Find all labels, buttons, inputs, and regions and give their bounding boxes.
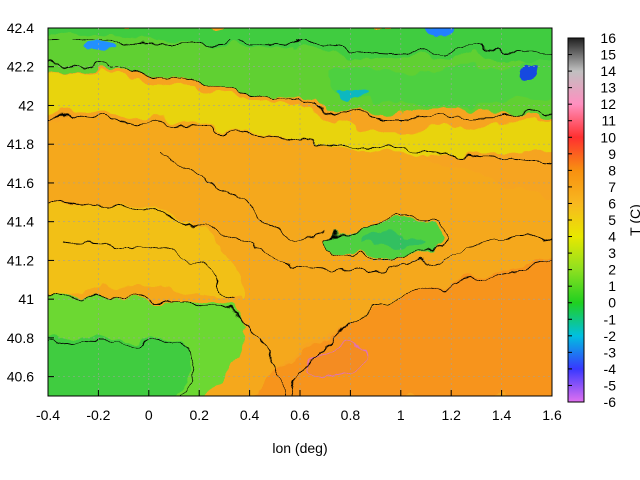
colorbar-tick-label: -5 (604, 377, 617, 393)
x-tick-label: 1.2 (441, 407, 461, 423)
x-tick-label: 0.8 (341, 407, 361, 423)
x-axis-ticks: -0.4 -0.2 0 0.2 0.4 0.6 0.8 1 1.2 1.4 1.6 (36, 390, 562, 423)
x-tick-label: 1 (397, 407, 405, 423)
x-tick-label: 0.4 (240, 407, 260, 423)
colorbar-tick-label: 14 (600, 63, 616, 79)
y-tick-label: 42 (18, 97, 34, 113)
colorbar-tick-label: 9 (608, 146, 616, 162)
y-tick-label: 41.2 (7, 252, 34, 268)
y-tick-label: 41 (18, 291, 34, 307)
colorbar-tick-label: 4 (608, 229, 616, 245)
y-tick-label: 40.8 (7, 330, 34, 346)
colorbar-tick-label: 6 (608, 195, 616, 211)
y-tick-label: 40.6 (7, 369, 34, 385)
y-tick-label: 42.2 (7, 59, 34, 75)
colorbar-tick-label: 0 (608, 295, 616, 311)
grid-lines (48, 28, 552, 396)
y-tick-label: 41.4 (7, 214, 34, 230)
x-tick-label: -0.4 (36, 407, 60, 423)
colorbar-tick-label: 10 (600, 129, 616, 145)
y-tick-label: 41.6 (7, 175, 34, 191)
x-tick-label: 1.4 (492, 407, 512, 423)
colorbar-tick-label: 1 (608, 278, 616, 294)
colorbar-label: T (C) (627, 204, 640, 236)
temperature-field (48, 28, 552, 396)
colorbar-tick-label: -6 (604, 394, 617, 410)
colorbar-tick-label: 3 (608, 245, 616, 261)
x-tick-label: -0.2 (86, 407, 110, 423)
colorbar-tick-label: 2 (608, 262, 616, 278)
x-axis-label: lon (deg) (272, 440, 327, 456)
colorbar-tick-label: 7 (608, 179, 616, 195)
colorbar-tick-label: 13 (600, 80, 616, 96)
y-tick-label: 41.8 (7, 136, 34, 152)
colorbar-tick-label: -3 (604, 344, 617, 360)
colorbar-tick-label: 5 (608, 212, 616, 228)
colorbar-tick-label: 12 (600, 96, 616, 112)
x-tick-label: 0.6 (290, 407, 310, 423)
colorbar-tick-label: -4 (604, 361, 617, 377)
colorbar-tick-label: 16 (600, 30, 616, 46)
colorbar-tick-label: 15 (600, 47, 616, 63)
y-tick-label: 42.4 (7, 20, 34, 36)
colorbar-tick-label: -1 (604, 311, 617, 327)
x-tick-label: 0.2 (189, 407, 209, 423)
y-axis-ticks: 40.6 40.8 41 41.2 41.4 41.6 41.8 42 42.2 42.4 (7, 20, 54, 385)
x-tick-label: 0 (145, 407, 153, 423)
colorbar-tick-label: 8 (608, 162, 616, 178)
colorbar-tick-label: 11 (601, 113, 616, 129)
x-tick-label: 1.6 (542, 407, 562, 423)
colorbar-tick-label: -2 (604, 328, 617, 344)
